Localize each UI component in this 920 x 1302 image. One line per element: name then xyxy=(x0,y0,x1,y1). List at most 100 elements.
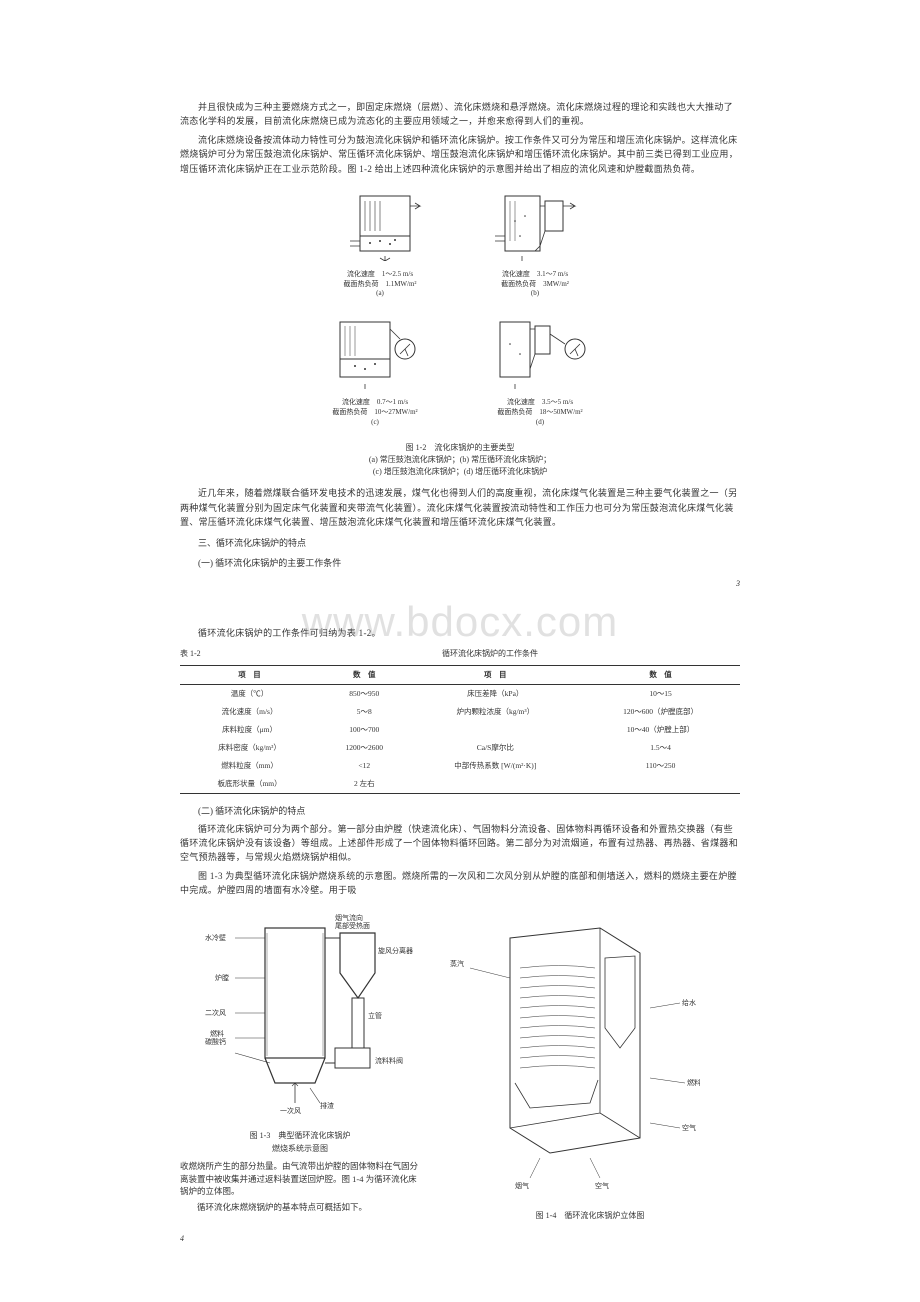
diagram-a-label: (a) xyxy=(335,289,425,299)
diagram-a-svg xyxy=(335,191,425,261)
table-header: 项 目 xyxy=(180,666,319,685)
figure-1-3-title: 图 1-3 典型循环流化床锅炉 xyxy=(180,1130,420,1141)
diagram-b: 流化速度 3.1～7 m/s 截面热负荷 3MW/m² (b) xyxy=(485,191,585,299)
figure-1-2-cd: (c) 增压鼓泡流化床锅炉；(d) 增压循环流化床锅炉 xyxy=(180,466,740,478)
table-row: 燃料粒度（mm）<12中部传热系数 [W/(m²·K)]110～250 xyxy=(180,757,740,775)
table-row: 床料粒度（μm）100～700 10～40（炉膛上部） xyxy=(180,721,740,739)
table-header: 项 目 xyxy=(409,666,581,685)
table-label: 表 1-2 xyxy=(180,648,240,661)
table-cell: 5～8 xyxy=(319,703,409,721)
section-3-2-title: (二) 循环流化床锅炉的特点 xyxy=(180,804,740,818)
table-cell: 2 左右 xyxy=(319,775,409,794)
diagram-d: 流化速度 3.5～5 m/s 截面热负荷 18～50MW/m² (d) xyxy=(485,314,595,427)
diagram-row-1: 流化速度 1～2.5 m/s 截面热负荷 1.1MW/m² (a) 流化速度 3… xyxy=(180,191,740,299)
section-3-title: 三、循环流化床锅炉的特点 xyxy=(180,536,740,550)
label-secondary-air: 二次风 xyxy=(205,1008,226,1017)
diagram-b-label: (b) xyxy=(485,289,585,299)
page-number-4: 4 xyxy=(180,1233,740,1246)
figure-1-3-svg: 烟气流向 尾部受热面 水冷壁 旋风分离器 炉膛 立管 二次风 燃料 碳酸钙 流料… xyxy=(180,908,420,1118)
label-water: 给水 xyxy=(682,998,696,1007)
table-cell: 床料粒度（μm） xyxy=(180,721,319,739)
table-cell: 炉内颗粒浓度（kg/m³） xyxy=(409,703,581,721)
diagram-d-line1: 流化速度 3.5～5 m/s xyxy=(485,398,595,408)
intro-para-2: 流化床燃烧设备按流体动力特性可分为鼓泡流化床锅炉和循环流化床锅炉。按工作条件又可… xyxy=(180,133,740,176)
label-air-2: 空气 xyxy=(595,1181,609,1190)
table-cell: 床料密度（kg/m³） xyxy=(180,739,319,757)
lower-right-column: 蒸汽 给水 燃料 空气 烟气 空气 图 1-4 循环流化床锅炉立体图 xyxy=(440,908,740,1227)
table-cell: 板底形状量（mm） xyxy=(180,775,319,794)
section-3-1-title: (一) 循环流化床锅炉的主要工作条件 xyxy=(180,556,740,570)
diagram-c-label: (c) xyxy=(325,418,425,428)
diagram-b-svg xyxy=(485,191,585,261)
table-cell xyxy=(581,775,740,794)
para-lower-2: 循环流化床燃烧锅炉的基本特点可概括如下。 xyxy=(180,1201,420,1214)
diagram-b-line1: 流化速度 3.1～7 m/s xyxy=(485,270,585,280)
label-water-wall: 水冷壁 xyxy=(205,933,226,942)
lower-section: 烟气流向 尾部受热面 水冷壁 旋风分离器 炉膛 立管 二次风 燃料 碳酸钙 流料… xyxy=(180,908,740,1227)
table-cell: 110～250 xyxy=(581,757,740,775)
document-page: 并且很快成为三种主要燃烧方式之一，即固定床燃烧（层燃）、流化床燃烧和悬浮燃烧。流… xyxy=(180,100,740,1246)
label-fuel-2: 燃料 xyxy=(687,1078,700,1087)
table-intro: 循环流化床锅炉的工作条件可归纳为表 1-2。 xyxy=(180,626,740,640)
diagram-a-line2: 截面热负荷 1.1MW/m² xyxy=(335,280,425,290)
diagram-c: 流化速度 0.7～1 m/s 截面热负荷 10～27MW/m² (c) xyxy=(325,314,425,427)
table-cell: 1.5～4 xyxy=(581,739,740,757)
table-cell: 10～40（炉膛上部） xyxy=(581,721,740,739)
table-cell: 流化速度（m/s） xyxy=(180,703,319,721)
table-cell: 燃料粒度（mm） xyxy=(180,757,319,775)
table-row: 流化速度（m/s）5～8炉内颗粒浓度（kg/m³）120～600（炉膛底部） xyxy=(180,703,740,721)
table-cell: 10～15 xyxy=(581,685,740,704)
label-slag: 排渣 xyxy=(320,1101,334,1110)
table-row: 板底形状量（mm）2 左右 xyxy=(180,775,740,794)
para-3-2-1: 循环流化床锅炉可分为两个部分。第一部分由炉膛（快速流化床）、气固物料分流设备、固… xyxy=(180,822,740,865)
intro-para-1: 并且很快成为三种主要燃烧方式之一，即固定床燃烧（层燃）、流化床燃烧和悬浮燃烧。流… xyxy=(180,100,740,129)
table-cell: 温度（℃） xyxy=(180,685,319,704)
table-cell: <12 xyxy=(319,757,409,775)
label-standpipe: 立管 xyxy=(368,1011,382,1020)
table-row: 温度（℃）850～950床压差降（kPa）10～15 xyxy=(180,685,740,704)
figure-1-2-caption: 图 1-2 流化床锅炉的主要类型 (a) 常压鼓泡流化床锅炉；(b) 常压循环流… xyxy=(180,442,740,478)
table-title: 循环流化床锅炉的工作条件 xyxy=(240,648,740,661)
table-cell: Ca/S摩尔比 xyxy=(409,739,581,757)
table-header-row: 项 目 数 值 项 目 数 值 xyxy=(180,666,740,685)
diagram-a: 流化速度 1～2.5 m/s 截面热负荷 1.1MW/m² (a) xyxy=(335,191,425,299)
figure-1-4-svg: 蒸汽 给水 燃料 空气 烟气 空气 xyxy=(440,908,700,1198)
mid-paragraph: 近几年来，随着燃煤联合循环发电技术的迅速发展，煤气化也得到人们的高度重视，流化床… xyxy=(180,486,740,529)
figure-1-2-title: 图 1-2 流化床锅炉的主要类型 xyxy=(180,442,740,454)
data-table: 项 目 数 值 项 目 数 值 温度（℃）850～950床压差降（kPa）10～… xyxy=(180,665,740,794)
page-number-3: 3 xyxy=(180,578,740,591)
table-header: 数 值 xyxy=(581,666,740,685)
diagram-row-2: 流化速度 0.7～1 m/s 截面热负荷 10～27MW/m² (c) 流化速度… xyxy=(180,314,740,427)
table-row: 床料密度（kg/m³）1200～2600Ca/S摩尔比1.5～4 xyxy=(180,739,740,757)
diagram-d-label: (d) xyxy=(485,418,595,428)
figure-1-4-caption: 图 1-4 循环流化床锅炉立体图 xyxy=(440,1210,740,1221)
table-cell xyxy=(409,721,581,739)
label-steam: 蒸汽 xyxy=(450,959,464,968)
figure-1-2-ab: (a) 常压鼓泡流化床锅炉；(b) 常压循环流化床锅炉； xyxy=(180,454,740,466)
diagram-d-line2: 截面热负荷 18～50MW/m² xyxy=(485,408,595,418)
table-cell xyxy=(409,775,581,794)
para-lower-1: 收燃烧所产生的部分热量。由气流带出炉膛的固体物料在气固分离装置中被收集并通过返料… xyxy=(180,1160,420,1198)
table-header: 数 值 xyxy=(319,666,409,685)
label-fuel: 燃料 xyxy=(210,1029,224,1038)
table-cell: 120～600（炉膛底部） xyxy=(581,703,740,721)
diagram-c-line2: 截面热负荷 10～27MW/m² xyxy=(325,408,425,418)
diagram-d-svg xyxy=(485,314,595,389)
diagram-c-svg xyxy=(325,314,425,389)
label-flue-gas: 烟气流向 xyxy=(335,913,363,922)
label-cyclone: 旋风分离器 xyxy=(378,946,413,955)
table-cell: 床压差降（kPa） xyxy=(409,685,581,704)
label-flue-2: 烟气 xyxy=(515,1181,529,1190)
label-furnace: 炉膛 xyxy=(215,973,229,982)
svg-text:尾部受热面: 尾部受热面 xyxy=(335,921,370,930)
label-primary-air: 一次风 xyxy=(280,1106,301,1115)
label-loop-seal: 流料料阀 xyxy=(375,1056,403,1065)
lower-left-column: 烟气流向 尾部受热面 水冷壁 旋风分离器 炉膛 立管 二次风 燃料 碳酸钙 流料… xyxy=(180,908,420,1227)
diagram-c-line1: 流化速度 0.7～1 m/s xyxy=(325,398,425,408)
table-cell: 100～700 xyxy=(319,721,409,739)
table-cell: 中部传热系数 [W/(m²·K)] xyxy=(409,757,581,775)
diagram-b-line2: 截面热负荷 3MW/m² xyxy=(485,280,585,290)
table-cell: 1200～2600 xyxy=(319,739,409,757)
para-3-2-2: 图 1-3 为典型循环流化床锅炉燃烧系统的示意图。燃烧所需的一次风和二次风分别从… xyxy=(180,869,740,898)
label-air-1: 空气 xyxy=(682,1123,696,1132)
